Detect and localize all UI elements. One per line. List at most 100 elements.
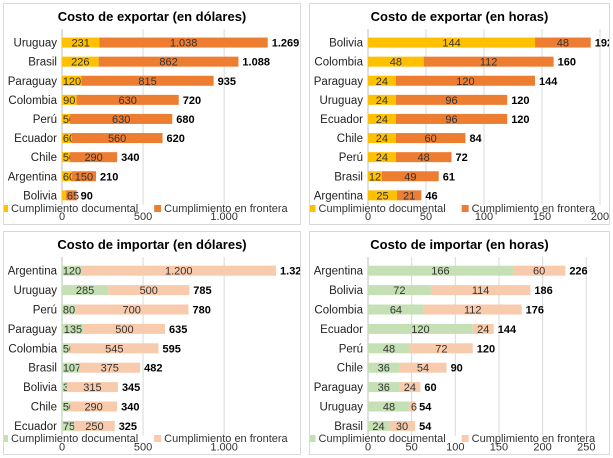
chart-title: Costo de exportar (en dólares) bbox=[58, 9, 247, 24]
category-label: Ecuador bbox=[320, 324, 363, 336]
bar-segment-documental bbox=[368, 265, 513, 276]
data-label: 166 bbox=[431, 266, 449, 278]
data-label: 24 bbox=[376, 152, 388, 164]
bar-segment-documental bbox=[62, 285, 109, 296]
x-tick-label: 150 bbox=[490, 442, 508, 454]
total-label: 186 bbox=[534, 285, 552, 297]
data-label: 120 bbox=[456, 76, 474, 88]
total-label: 595 bbox=[162, 343, 180, 355]
total-label: 1.088 bbox=[242, 57, 270, 69]
data-label: 48 bbox=[418, 152, 430, 164]
bar-segment-frontera bbox=[430, 285, 531, 296]
category-label: Uruguay bbox=[320, 95, 364, 107]
category-label: Paraguay bbox=[8, 76, 57, 88]
category-label: Bolivia bbox=[23, 190, 57, 202]
bar-segment-frontera bbox=[70, 401, 118, 412]
bar-segment-documental bbox=[62, 420, 75, 431]
category-label: Uruguay bbox=[14, 38, 58, 50]
category-label: Uruguay bbox=[14, 285, 58, 297]
bar-segment-frontera bbox=[388, 420, 416, 431]
category-label: Colombia bbox=[8, 343, 57, 355]
total-label: 635 bbox=[169, 324, 187, 336]
legend-swatch bbox=[4, 435, 9, 442]
total-label: 61 bbox=[443, 171, 455, 183]
data-label: 150 bbox=[75, 171, 93, 183]
category-label: Brasil bbox=[28, 363, 57, 375]
data-label: 30 bbox=[396, 421, 408, 433]
chart-title: Costo de importar (en horas) bbox=[370, 237, 548, 252]
chart-import-cost-hours: Costo de importar (en horas) 0 50 100 150 200… bbox=[309, 231, 610, 455]
bar-segment-documental bbox=[368, 113, 396, 124]
legend-label: Cumplimiento documental bbox=[319, 203, 446, 215]
bar-segment-frontera bbox=[423, 56, 554, 67]
data-label: 226 bbox=[71, 57, 89, 69]
bar-segment-documental bbox=[368, 171, 382, 182]
bar-segment-documental bbox=[368, 285, 431, 296]
bar-segment-documental bbox=[62, 382, 67, 393]
data-label: 231 bbox=[72, 38, 90, 50]
category-label: Brasil bbox=[334, 421, 363, 433]
data-label: 250 bbox=[85, 421, 103, 433]
total-label: 60 bbox=[424, 382, 436, 394]
x-tick-label: 0 bbox=[59, 211, 65, 223]
legend-swatch bbox=[154, 435, 162, 442]
total-label: 720 bbox=[183, 95, 201, 107]
bar-segment-documental bbox=[62, 190, 67, 201]
x-tick-label: 100 bbox=[446, 442, 464, 454]
bar-segment-documental bbox=[368, 190, 397, 201]
legend-label: Cumplimiento en frontera bbox=[164, 433, 288, 445]
data-label: 36 bbox=[378, 363, 390, 375]
total-label: 192 bbox=[595, 38, 609, 50]
x-tick-label: 0 bbox=[365, 211, 371, 223]
total-label: 785 bbox=[193, 285, 211, 297]
total-label: 54 bbox=[419, 421, 432, 433]
data-label: 560 bbox=[108, 133, 126, 145]
total-label: 90 bbox=[81, 190, 93, 202]
category-label: Uruguay bbox=[320, 402, 364, 414]
chart-svg: Costo de exportar (en dólares) 0 500 1.000 U… bbox=[4, 9, 300, 223]
category-label: Perú bbox=[33, 114, 57, 126]
data-label: 112 bbox=[480, 57, 498, 69]
data-label: 25 bbox=[376, 190, 388, 202]
bar-segment-frontera bbox=[512, 265, 566, 276]
bar-segment-frontera bbox=[74, 304, 189, 315]
data-label: 107 bbox=[63, 363, 81, 375]
category-label: Chile bbox=[337, 133, 363, 145]
x-tick-label: 500 bbox=[134, 442, 152, 454]
category-label: Chile bbox=[31, 152, 57, 164]
data-label: 96 bbox=[445, 95, 457, 107]
category-label: Argentina bbox=[314, 190, 364, 202]
data-label: 54 bbox=[417, 363, 429, 375]
bar-segment-documental bbox=[62, 133, 72, 144]
bar-segment-frontera bbox=[71, 133, 163, 144]
bar-segment-documental bbox=[62, 265, 82, 276]
data-label: 65 bbox=[67, 190, 79, 202]
category-label: Perú bbox=[339, 343, 363, 355]
total-label: 345 bbox=[122, 382, 140, 394]
x-tick-label: 200 bbox=[533, 442, 551, 454]
x-tick-label: 250 bbox=[577, 442, 595, 454]
data-label: 90 bbox=[63, 95, 75, 107]
data-label: 24 bbox=[477, 324, 489, 336]
category-label: Argentina bbox=[8, 266, 58, 278]
data-label: 60 bbox=[533, 266, 545, 278]
bar-segment-documental bbox=[368, 420, 389, 431]
category-label: Colombia bbox=[314, 305, 363, 317]
chart-title: Costo de exportar (en horas) bbox=[371, 9, 549, 24]
data-label: 24 bbox=[376, 133, 388, 145]
data-label: 120 bbox=[63, 266, 81, 278]
data-label: 48 bbox=[557, 38, 569, 50]
total-label: 325 bbox=[119, 421, 137, 433]
data-label: 630 bbox=[118, 95, 136, 107]
data-label: 80 bbox=[63, 305, 75, 317]
bar-segment-frontera bbox=[399, 382, 421, 393]
data-label: 24 bbox=[376, 114, 388, 126]
x-tick-label: 150 bbox=[533, 211, 551, 223]
data-label: 72 bbox=[435, 343, 447, 355]
legend-swatch bbox=[461, 435, 469, 442]
chart-svg: Costo de exportar (en horas) 0 50 100 150 200… bbox=[310, 9, 609, 223]
total-label: 144 bbox=[498, 324, 517, 336]
bar-segment-documental bbox=[368, 152, 396, 163]
data-label: 815 bbox=[138, 76, 156, 88]
total-label: 1.269 bbox=[272, 38, 300, 50]
